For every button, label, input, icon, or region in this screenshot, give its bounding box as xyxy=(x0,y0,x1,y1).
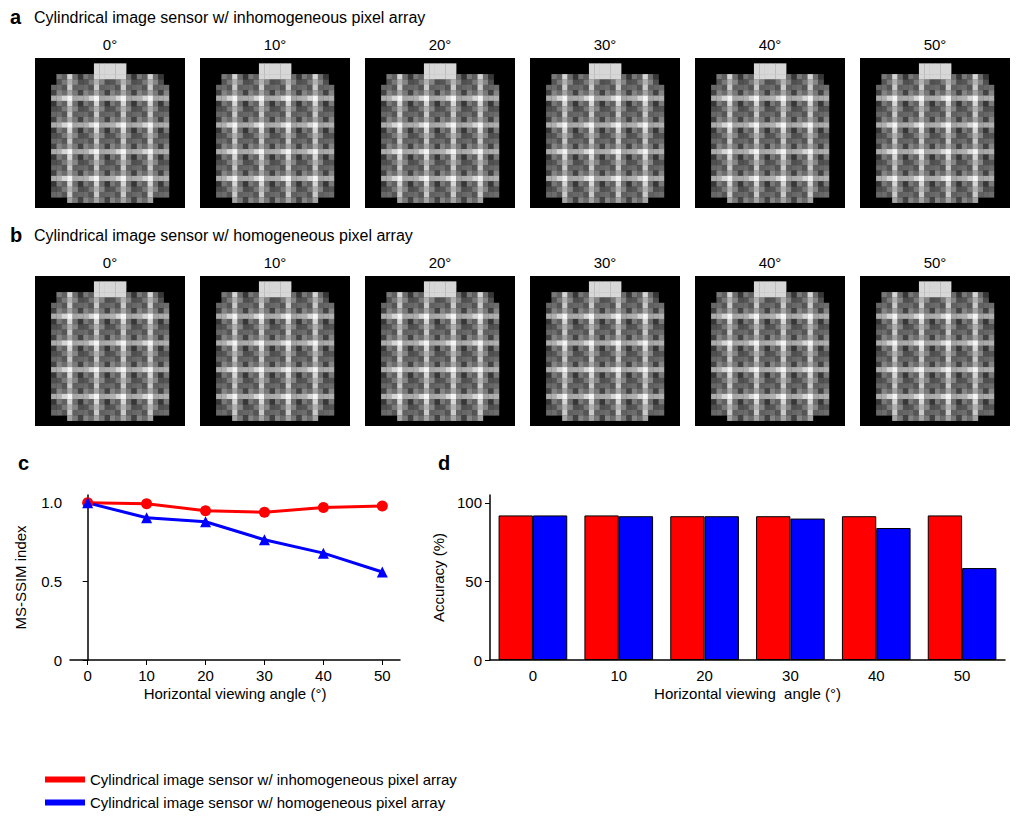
html-text:0°: 0° xyxy=(102,36,118,53)
html-text:40°: 40° xyxy=(758,36,782,53)
svg-text:Accuracy (%): Accuracy (%) xyxy=(430,533,447,622)
html-text:10°: 10° xyxy=(263,36,287,53)
svg-text:40: 40 xyxy=(868,667,885,684)
svg-text:Cylindrical image sensor w/ in: Cylindrical image sensor w/ inhomogeneou… xyxy=(90,771,457,788)
svg-text:50: 50 xyxy=(374,667,391,684)
html-text:a: a xyxy=(10,6,22,28)
svg-text:1.0: 1.0 xyxy=(41,494,62,511)
html-text:b: b xyxy=(10,224,23,246)
svg-text:100: 100 xyxy=(457,494,482,511)
html-text:Cylindrical image sensor w/ in: Cylindrical image sensor w/ inhomogeneou… xyxy=(34,9,426,26)
html-text:10°: 10° xyxy=(263,254,287,271)
svg-text:0: 0 xyxy=(84,667,92,684)
svg-text:0: 0 xyxy=(529,667,537,684)
svg-text:Horizontal viewing angle (°): Horizontal viewing angle (°) xyxy=(144,685,327,702)
svg-text:c: c xyxy=(18,452,29,474)
svg-text:0: 0 xyxy=(474,652,482,669)
html-text:0°: 0° xyxy=(102,254,118,271)
svg-text:30: 30 xyxy=(256,667,273,684)
svg-text:20: 20 xyxy=(696,667,713,684)
svg-text:50: 50 xyxy=(465,573,482,590)
svg-text:0.5: 0.5 xyxy=(41,573,62,590)
svg-text:10: 10 xyxy=(138,667,155,684)
svg-text:0: 0 xyxy=(54,652,62,669)
html-text:50°: 50° xyxy=(923,254,947,271)
svg-text:40: 40 xyxy=(315,667,332,684)
svg-text:d: d xyxy=(438,452,450,474)
svg-text:20: 20 xyxy=(197,667,214,684)
html-text:20°: 20° xyxy=(428,254,452,271)
svg-text:MS-SSIM index: MS-SSIM index xyxy=(12,525,29,630)
html-text:30°: 30° xyxy=(593,254,617,271)
html-text:40°: 40° xyxy=(758,254,782,271)
svg-text:30: 30 xyxy=(782,667,799,684)
svg-text:Horizontal viewing angle (°): Horizontal viewing angle (°) xyxy=(654,685,841,702)
html-text:20°: 20° xyxy=(428,36,452,53)
svg-text:Cylindrical image sensor w/ ho: Cylindrical image sensor w/ homogeneous … xyxy=(90,794,446,811)
svg-text:10: 10 xyxy=(610,667,627,684)
html-text:30°: 30° xyxy=(593,36,617,53)
html-text:Cylindrical image sensor w/ ho: Cylindrical image sensor w/ homogeneous … xyxy=(34,227,413,244)
svg-text:50: 50 xyxy=(954,667,971,684)
html-text:50°: 50° xyxy=(923,36,947,53)
